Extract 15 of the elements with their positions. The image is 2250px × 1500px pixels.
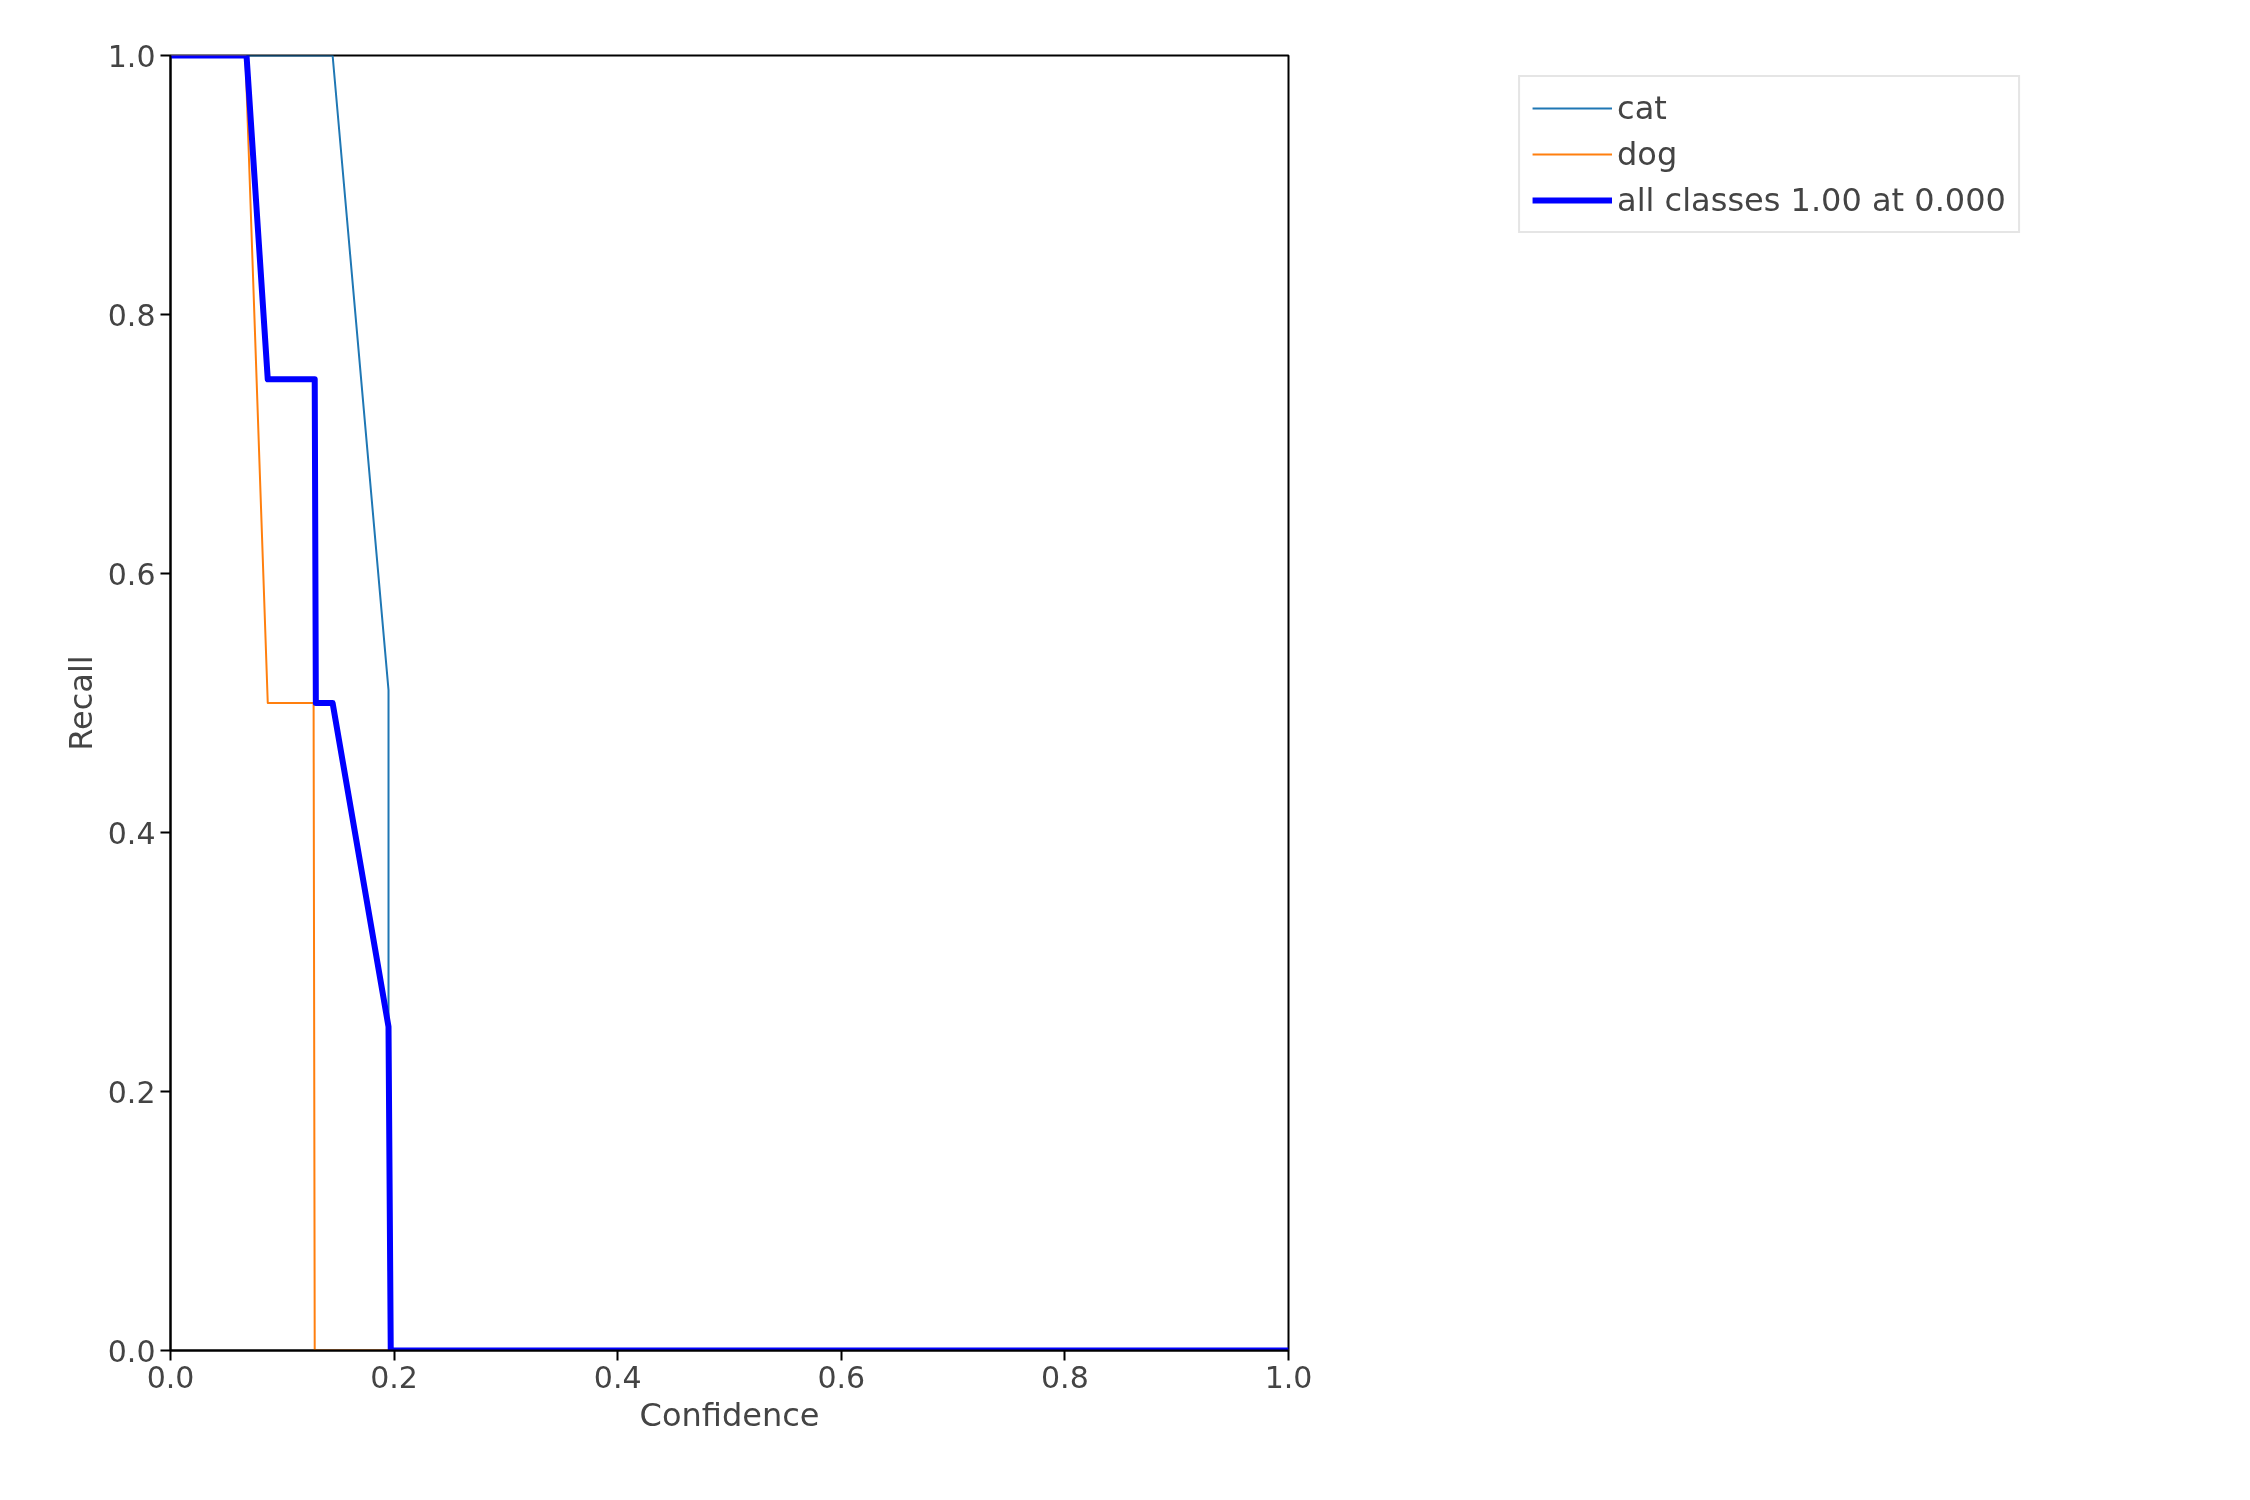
legend-label: dog	[1617, 135, 1678, 173]
y-tick-label: 0.4	[107, 815, 156, 851]
legend-label: cat	[1617, 89, 1667, 127]
x-tick-label: 0.8	[1041, 1359, 1089, 1395]
x-tick-label: 0.2	[370, 1359, 418, 1395]
y-tick-label: 0.8	[107, 297, 156, 333]
legend-label: all classes 1.00 at 0.000	[1617, 181, 2006, 219]
x-tick-label: 0.6	[817, 1359, 866, 1395]
x-tick-label: 1.0	[1264, 1359, 1313, 1395]
x-axis-title: Confidence	[639, 1395, 820, 1434]
y-tick-label: 0.2	[107, 1074, 156, 1110]
y-tick-label: 0.6	[107, 556, 156, 592]
y-axis-title: Recall	[61, 655, 100, 751]
y-tick-label: 1.0	[107, 38, 156, 74]
x-tick-label: 0.4	[593, 1359, 642, 1395]
